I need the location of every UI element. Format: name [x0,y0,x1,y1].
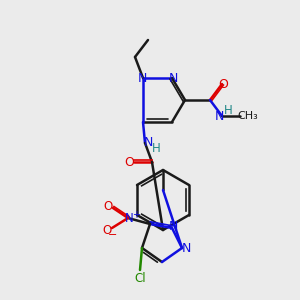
Text: +: + [132,210,140,220]
Text: N: N [181,242,191,254]
Text: H: H [152,142,160,154]
Text: N: N [168,220,178,232]
Text: O: O [218,77,228,91]
Text: N: N [214,110,224,122]
Text: −: − [108,230,118,240]
Text: O: O [103,200,112,214]
Text: N: N [137,71,147,85]
Text: O: O [102,224,112,236]
Text: N: N [168,71,178,85]
Text: CH₃: CH₃ [238,111,258,121]
Text: H: H [224,104,232,118]
Text: N: N [143,136,153,149]
Text: N: N [124,212,134,224]
Text: O: O [124,155,134,169]
Text: Cl: Cl [134,272,146,284]
